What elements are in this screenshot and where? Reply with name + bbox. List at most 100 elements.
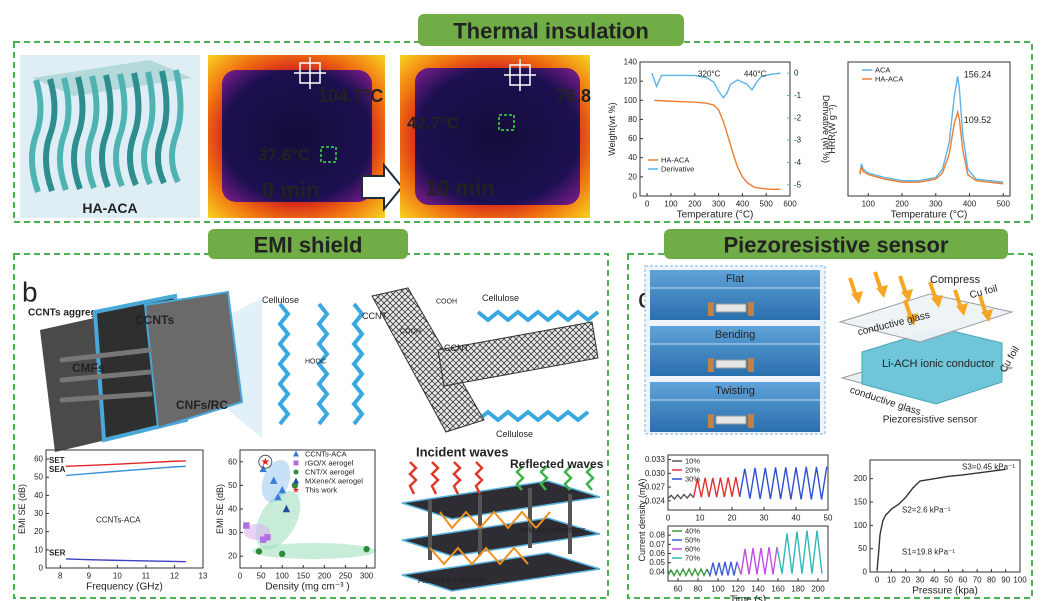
- clip: [708, 302, 714, 316]
- x-tick-label: 70: [973, 576, 982, 585]
- cellulose-chain: [478, 312, 598, 320]
- molecule-label: CCNT: [444, 343, 469, 353]
- section-title: Thermal insulation: [453, 19, 649, 44]
- press-arrow: [851, 291, 863, 304]
- y-tick-label: 60: [628, 134, 637, 143]
- x-tick-label: 250: [339, 572, 353, 581]
- y-tick-label: 80: [628, 115, 637, 124]
- legend-swatch: [293, 478, 299, 484]
- device: [716, 304, 746, 312]
- x-tick-label: 40: [792, 514, 801, 523]
- x-tick-label: 100: [664, 200, 678, 209]
- wave-label: Internal reflections: [520, 526, 585, 535]
- legend-label: This work: [305, 486, 337, 495]
- x-tick-label: 180: [791, 585, 805, 594]
- hot-temp: 104.7°C: [318, 86, 383, 106]
- y-tick-label: 120: [624, 77, 638, 86]
- x-tick-label: 100: [276, 572, 290, 581]
- series-line: [668, 494, 694, 499]
- section-title: Piezoresistive sensor: [723, 233, 948, 258]
- cold-temp: 42.7°C: [407, 114, 459, 133]
- y-axis-label: EMI SE (dB): [215, 484, 225, 534]
- series-line: [777, 531, 822, 574]
- incident-wave: [454, 462, 460, 494]
- x-tick-label: 160: [771, 585, 785, 594]
- x-tick-label: 10: [113, 572, 122, 581]
- x-tick-label: 100: [1013, 576, 1027, 585]
- y-axis-label: EMI SE (dB): [17, 484, 27, 534]
- time-label: 10 min: [425, 176, 495, 201]
- x-tick-label: 50: [944, 576, 953, 585]
- molecule-label: Cellulose: [482, 293, 519, 303]
- photo-label: Bending: [715, 329, 755, 341]
- x-tick-label: 30: [760, 514, 769, 523]
- legend-swatch: [294, 470, 299, 475]
- sensor-caption: Piezoresistive sensor: [883, 415, 978, 426]
- series-line: [668, 569, 707, 575]
- cellulose-chain: [468, 412, 588, 420]
- x-axis-label: Time (s): [730, 595, 766, 601]
- x-tick-label: 500: [997, 200, 1011, 209]
- x-tick-label: 0: [666, 514, 671, 523]
- x-tick-label: 20: [728, 514, 737, 523]
- y-tick-label: 0.08: [649, 531, 665, 540]
- incident-wave: [476, 462, 482, 494]
- x-tick-label: 20: [901, 576, 910, 585]
- legend-label: ACA: [875, 66, 890, 75]
- y-axis-label: Current density (mA): [637, 478, 647, 561]
- legend-swatch: [294, 461, 299, 466]
- x-tick-label: 300: [712, 200, 726, 209]
- y-tick-label: 40: [34, 491, 43, 500]
- y2-tick-label: -3: [794, 136, 802, 145]
- x-tick-label: 300: [929, 200, 943, 209]
- wave-label: Incident waves: [416, 445, 508, 460]
- legend-label: 40%: [685, 527, 700, 536]
- photo-label: Flat: [726, 273, 744, 285]
- x-tick-label: 50: [824, 514, 833, 523]
- plot-frame: [46, 450, 203, 568]
- marker: [243, 522, 249, 528]
- y-tick-label: 0: [39, 564, 44, 573]
- y-tick-label: 0: [633, 192, 638, 201]
- y-tick-label: 40: [628, 153, 637, 162]
- molecule-label: Cellulose: [496, 429, 533, 439]
- x-tick-label: 600: [783, 200, 797, 209]
- y-tick-label: 0.07: [649, 540, 665, 549]
- y-tick-label: 30: [228, 528, 237, 537]
- molecule-label: COOH: [436, 299, 457, 306]
- molecule-label: CCNT: [362, 311, 387, 321]
- sensor-label: Li-ACH ionic conductor: [882, 358, 995, 370]
- y-tick-label: 50: [858, 544, 867, 553]
- x-tick-label: 200: [688, 200, 702, 209]
- x-tick-label: 0: [875, 576, 880, 585]
- plot-frame: [640, 62, 790, 196]
- x-tick-label: 13: [199, 572, 208, 581]
- legend-label: 70%: [685, 554, 700, 563]
- legend-label: 10%: [685, 457, 700, 466]
- x-tick-label: 60: [674, 585, 683, 594]
- figure: Thermal insulationEMI shieldPiezoresisti…: [0, 0, 1047, 601]
- y-tick-label: 150: [854, 498, 868, 507]
- y-tick-label: 0: [863, 568, 868, 577]
- layer-label: CNFs/RC: [176, 398, 228, 412]
- y-tick-label: 0.027: [645, 483, 666, 492]
- legend-label: HA-ACA: [875, 75, 903, 84]
- y2-tick-label: 0: [794, 69, 799, 78]
- y-tick-label: 0.05: [649, 558, 665, 567]
- clip: [748, 358, 754, 372]
- x-axis-label: Frequency (GHz): [86, 582, 163, 593]
- y-tick-label: 60: [228, 457, 237, 466]
- y-tick-label: 200: [854, 474, 868, 483]
- annotation: S2=2.6 kPa⁻¹: [902, 506, 951, 515]
- x-tick-label: 200: [318, 572, 332, 581]
- press-arrow: [876, 285, 888, 298]
- series-line: [694, 477, 740, 498]
- clip: [708, 358, 714, 372]
- series-label: SEA: [49, 465, 66, 474]
- y2-tick-label: -1: [794, 91, 802, 100]
- wave-label: Absorbed waves: [418, 575, 485, 585]
- x-tick-label: 12: [170, 572, 179, 581]
- x-tick-label: 120: [731, 585, 745, 594]
- x-tick-label: 80: [694, 585, 703, 594]
- y-tick-label: 20: [228, 552, 237, 561]
